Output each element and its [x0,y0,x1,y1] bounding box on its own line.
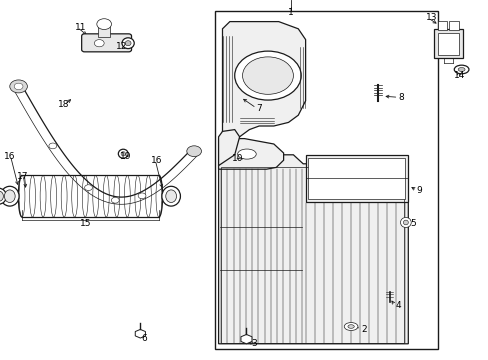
Bar [221,167,404,343]
Text: 9: 9 [416,186,422,195]
Text: 8: 8 [397,93,403,102]
Bar [448,21,458,30]
Ellipse shape [347,325,353,328]
Bar [433,29,462,58]
Bar [305,155,407,202]
Circle shape [186,146,201,157]
Circle shape [111,197,119,203]
Text: 16: 16 [150,156,162,165]
Text: 17: 17 [17,172,28,181]
Text: 19: 19 [120,152,132,161]
Circle shape [14,83,23,90]
Circle shape [97,19,111,30]
Ellipse shape [121,152,125,156]
Text: 18: 18 [58,100,69,109]
Text: 12: 12 [115,42,127,51]
Ellipse shape [457,67,464,71]
Circle shape [138,193,145,199]
Circle shape [242,57,293,94]
Text: 13: 13 [425,13,437,22]
Circle shape [234,51,301,100]
Text: 5: 5 [409,219,415,228]
Text: 1: 1 [287,8,293,17]
Polygon shape [218,139,283,169]
Text: 2: 2 [361,325,366,334]
Bar [437,33,458,55]
Bar [437,21,447,30]
Polygon shape [222,22,305,137]
Ellipse shape [344,323,357,330]
Ellipse shape [162,186,180,206]
Text: 14: 14 [453,71,465,80]
Ellipse shape [403,220,407,225]
Ellipse shape [0,188,6,204]
Text: 7: 7 [256,104,262,112]
Ellipse shape [237,149,256,159]
Text: 15: 15 [80,219,91,228]
Ellipse shape [400,217,410,228]
Ellipse shape [122,38,134,49]
Text: 6: 6 [141,334,147,343]
Ellipse shape [118,149,128,158]
Ellipse shape [0,191,3,201]
Text: 16: 16 [4,152,16,161]
Polygon shape [218,155,407,344]
Ellipse shape [165,190,176,202]
Text: 11: 11 [75,22,86,31]
Circle shape [94,40,104,47]
Bar [215,11,437,349]
Text: 10: 10 [232,154,244,163]
Circle shape [49,143,57,149]
Text: 4: 4 [395,302,401,310]
Ellipse shape [4,190,15,202]
Polygon shape [218,130,239,166]
Ellipse shape [0,186,19,206]
Text: 3: 3 [251,339,257,348]
FancyBboxPatch shape [81,34,131,52]
Circle shape [84,185,92,190]
Ellipse shape [125,41,131,46]
Bar [98,24,110,37]
Bar [307,158,404,199]
Ellipse shape [453,65,468,74]
Circle shape [10,80,27,93]
